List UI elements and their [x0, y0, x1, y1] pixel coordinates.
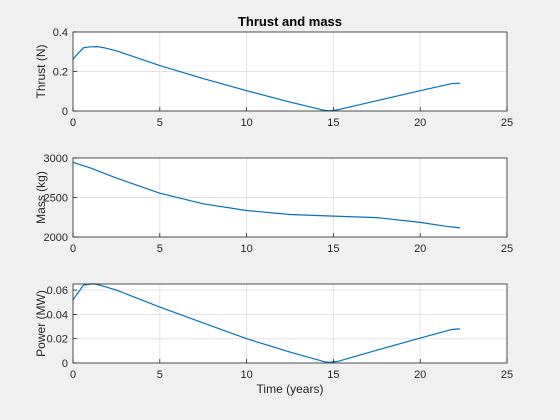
power-x-tick-label-1: 5 — [157, 369, 163, 381]
mass-y-axis-label: Mass (kg) — [34, 171, 48, 224]
power-y-axis-label: Power (MW) — [34, 290, 48, 357]
chart-title: Thrust and mass — [238, 14, 342, 29]
mass-y-tick-label-0: 2000 — [44, 232, 68, 244]
thrust-series-line — [72, 45, 461, 112]
thrust-y-axis-label: Thrust (N) — [34, 44, 48, 98]
subplot-thrust: 0 5 10 15 20 25 0 0.2 0.4 Thrust (N) — [34, 27, 513, 129]
mass-x-tick-label-1: 5 — [157, 243, 163, 255]
x-axis-label: Time (years) — [257, 382, 324, 396]
power-plot-area — [73, 284, 507, 363]
mass-x-tick-label-3: 15 — [327, 243, 339, 255]
subplot-mass: 0 5 10 15 20 25 2000 2500 3000 Mass (kg) — [34, 153, 513, 255]
thrust-x-tick-label-2: 10 — [240, 117, 252, 129]
power-x-tick-label-2: 10 — [240, 369, 252, 381]
power-y-tick-label-3: 0.06 — [47, 285, 68, 297]
mass-x-tick-label-0: 0 — [70, 243, 76, 255]
mass-x-tick-label-4: 20 — [414, 243, 426, 255]
thrust-x-tick-label-5: 25 — [501, 117, 513, 129]
mass-series-line — [72, 161, 461, 229]
thrust-x-tick-label-3: 15 — [327, 117, 339, 129]
thrust-y-tick-label-1: 0.2 — [53, 67, 68, 79]
power-x-tick-label-3: 15 — [327, 369, 339, 381]
thrust-x-tick-label-1: 5 — [157, 117, 163, 129]
power-x-tick-label-4: 20 — [414, 369, 426, 381]
mass-x-tick-label-2: 10 — [240, 243, 252, 255]
power-x-tick-label-0: 0 — [70, 369, 76, 381]
power-axes-box — [72, 283, 508, 364]
thrust-y-tick-label-2: 0.4 — [53, 27, 68, 39]
thrust-y-tick-label-0: 0 — [62, 106, 68, 118]
power-y-tick-label-0: 0 — [62, 358, 68, 370]
thrust-x-tick-label-0: 0 — [70, 117, 76, 129]
power-y-tick-label-1: 0.02 — [47, 334, 68, 346]
mass-y-tick-label-1: 2500 — [44, 193, 68, 205]
mass-y-tick-label-2: 3000 — [44, 153, 68, 165]
power-y-tick-label-2: 0.04 — [47, 309, 68, 321]
power-x-tick-label-5: 25 — [501, 369, 513, 381]
thrust-x-tick-label-4: 20 — [414, 117, 426, 129]
mass-x-tick-label-5: 25 — [501, 243, 513, 255]
